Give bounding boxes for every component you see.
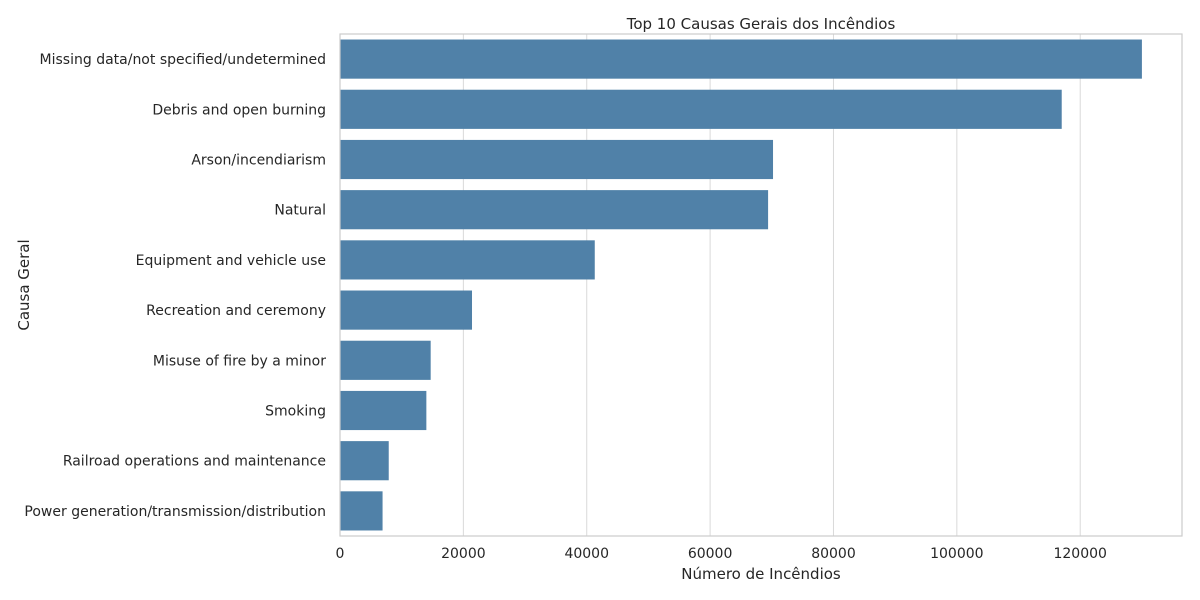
bar [340,491,383,531]
bar [340,441,389,481]
y-tick-label: Debris and open burning [152,102,326,118]
bar [340,340,431,380]
y-tick-label: Misuse of fire by a minor [153,353,326,369]
bar [340,390,427,431]
x-tick-labels: 0 20000 40000 60000 80000 100000 120000 [336,546,1107,562]
y-tick-label: Equipment and vehicle use [136,253,326,269]
x-tick-label: 100000 [930,546,983,562]
x-tick-label: 60000 [688,546,733,562]
x-tick-label: 20000 [441,546,486,562]
y-tick-label: Missing data/not specified/undetermined [40,52,326,68]
x-tick-label: 0 [336,546,345,562]
x-axis-label: Número de Incêndios [681,565,841,583]
category-labels: Missing data/not specified/undetermined D… [24,52,326,520]
bar [340,89,1062,129]
y-tick-label: Arson/incendiarism [191,153,326,169]
y-tick-label: Natural [274,203,326,219]
x-tick-label: 120000 [1053,546,1106,562]
x-tick-label: 80000 [811,546,856,562]
y-axis-label: Causa Geral [15,239,33,330]
bars [340,39,1142,531]
y-tick-label: Recreation and ceremony [146,303,326,319]
y-tick-label: Smoking [265,404,326,420]
y-tick-label: Power generation/transmission/distributi… [24,504,326,520]
bar [340,240,595,280]
bar [340,39,1142,79]
bar [340,190,769,230]
y-tick-label: Railroad operations and maintenance [63,454,326,470]
chart-title: Top 10 Causas Gerais dos Incêndios [626,15,896,33]
bar [340,139,774,180]
plot-frame [339,33,1183,537]
bar [340,290,473,330]
x-tick-label: 40000 [564,546,609,562]
